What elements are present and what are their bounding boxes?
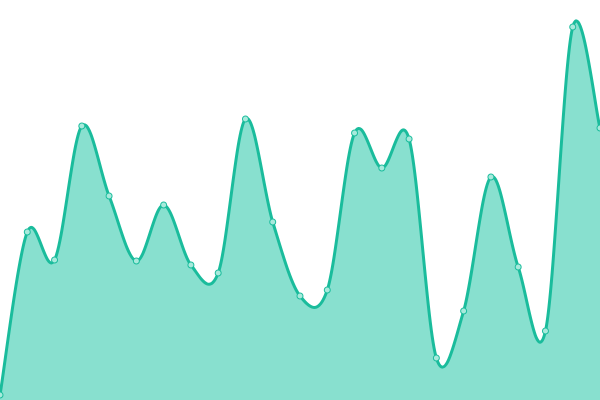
data-point-8 bbox=[214, 269, 222, 277]
data-point-4 bbox=[105, 192, 113, 200]
data-point-10 bbox=[269, 218, 277, 226]
data-point-11 bbox=[296, 292, 304, 300]
area-fill bbox=[0, 20, 600, 400]
data-markers bbox=[0, 23, 600, 399]
data-point-20 bbox=[541, 327, 549, 335]
data-point-6 bbox=[160, 201, 168, 209]
data-point-14 bbox=[378, 164, 386, 172]
data-point-13 bbox=[351, 129, 359, 137]
data-point-2 bbox=[51, 256, 59, 264]
data-point-19 bbox=[514, 263, 522, 271]
data-point-21 bbox=[569, 23, 577, 31]
data-point-9 bbox=[241, 115, 249, 123]
data-point-18 bbox=[487, 173, 495, 181]
data-point-15 bbox=[405, 135, 413, 143]
data-point-16 bbox=[432, 354, 440, 362]
data-point-3 bbox=[78, 122, 86, 130]
data-point-5 bbox=[132, 257, 140, 265]
data-point-7 bbox=[187, 261, 195, 269]
data-point-0 bbox=[0, 391, 4, 399]
data-point-12 bbox=[323, 286, 331, 294]
data-point-17 bbox=[460, 307, 468, 315]
data-point-1 bbox=[23, 228, 31, 236]
data-point-22 bbox=[596, 124, 600, 132]
